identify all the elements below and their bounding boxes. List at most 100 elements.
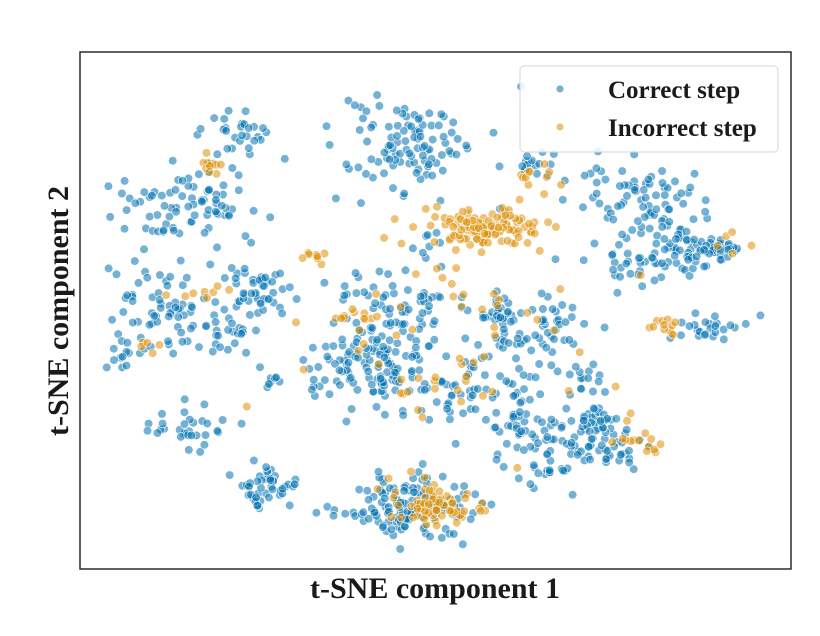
correct-step-point — [142, 273, 152, 283]
correct-step-point — [495, 371, 505, 381]
incorrect-step-point — [535, 246, 545, 256]
correct-step-point — [404, 148, 415, 158]
correct-step-point — [117, 188, 127, 199]
correct-step-point — [366, 122, 376, 132]
incorrect-step-point — [655, 439, 666, 449]
correct-step-point — [157, 409, 167, 419]
correct-step-point — [621, 259, 631, 269]
correct-step-point — [255, 362, 265, 372]
correct-step-point — [424, 341, 434, 351]
correct-step-point — [508, 391, 519, 401]
correct-step-point — [508, 412, 518, 422]
correct-step-point — [470, 404, 481, 414]
incorrect-step-point — [646, 434, 656, 444]
correct-step-point — [541, 343, 551, 353]
correct-step-point — [261, 462, 271, 472]
correct-step-point — [152, 428, 163, 438]
correct-step-point — [398, 319, 408, 329]
correct-step-point — [157, 191, 167, 201]
correct-step-point — [651, 204, 661, 214]
correct-step-point — [501, 376, 511, 386]
correct-step-point — [701, 195, 711, 205]
incorrect-step-point — [291, 317, 301, 328]
correct-step-point — [183, 202, 193, 212]
correct-step-point — [320, 375, 330, 385]
incorrect-step-point — [216, 160, 226, 170]
correct-step-point — [755, 310, 766, 321]
correct-step-point — [594, 198, 605, 209]
correct-step-point — [522, 151, 532, 161]
correct-step-point — [438, 166, 448, 176]
correct-step-point — [264, 294, 274, 304]
correct-step-point — [558, 465, 568, 476]
incorrect-step-point — [437, 511, 447, 521]
correct-step-point — [660, 190, 670, 200]
correct-step-point — [339, 290, 349, 301]
correct-step-point — [328, 511, 339, 521]
correct-step-point — [385, 304, 395, 314]
correct-step-point — [384, 154, 395, 164]
incorrect-step-point — [406, 467, 416, 477]
incorrect-step-point — [555, 284, 565, 294]
correct-step-point — [231, 273, 241, 283]
correct-step-point — [245, 310, 255, 320]
legend-box — [519, 65, 779, 153]
correct-step-point — [246, 238, 256, 248]
correct-step-point — [240, 264, 250, 274]
correct-step-point — [647, 253, 657, 263]
correct-step-point — [170, 302, 181, 312]
incorrect-step-point — [224, 285, 234, 295]
correct-step-point — [234, 185, 244, 195]
correct-step-point — [177, 191, 187, 201]
incorrect-step-point — [424, 499, 434, 509]
correct-step-point — [490, 422, 501, 433]
incorrect-step-point — [388, 493, 399, 503]
incorrect-step-point — [371, 289, 381, 299]
correct-step-point — [556, 423, 567, 433]
correct-step-point — [481, 415, 491, 425]
incorrect-step-point — [457, 302, 467, 312]
incorrect-step-point — [642, 446, 652, 456]
correct-step-point — [147, 191, 157, 201]
correct-step-point — [376, 374, 386, 384]
correct-step-point — [362, 136, 372, 147]
correct-step-point — [406, 121, 416, 131]
correct-step-point — [260, 272, 270, 283]
correct-step-point — [515, 407, 525, 417]
correct-step-point — [251, 325, 261, 336]
correct-step-point — [221, 126, 231, 136]
incorrect-step-point — [393, 500, 403, 511]
correct-step-point — [334, 365, 345, 375]
correct-step-point — [684, 321, 695, 331]
correct-step-point — [678, 199, 688, 209]
correct-step-point — [204, 185, 214, 195]
correct-step-point — [215, 342, 225, 352]
correct-step-point — [683, 255, 693, 265]
legend-marker-correct — [555, 84, 565, 94]
correct-step-point — [142, 426, 153, 436]
incorrect-step-point — [453, 385, 463, 395]
correct-step-point — [516, 426, 526, 436]
correct-step-point — [111, 269, 122, 279]
incorrect-step-point — [396, 512, 406, 523]
correct-step-point — [249, 136, 259, 146]
correct-step-point — [546, 415, 557, 425]
incorrect-step-point — [359, 339, 369, 349]
incorrect-step-point — [500, 210, 511, 220]
correct-step-point — [244, 123, 254, 133]
incorrect-step-point — [492, 213, 502, 223]
correct-step-point — [388, 183, 398, 193]
correct-step-point — [222, 144, 232, 154]
correct-step-point — [566, 438, 577, 448]
correct-step-point — [173, 312, 183, 322]
correct-step-point — [657, 222, 667, 232]
correct-step-point — [404, 304, 414, 315]
correct-step-point — [255, 299, 266, 309]
correct-step-point — [366, 154, 377, 164]
correct-step-point — [411, 342, 421, 353]
correct-step-point — [468, 390, 478, 400]
incorrect-step-point — [445, 506, 455, 516]
correct-step-point — [176, 256, 186, 266]
correct-step-point — [530, 330, 540, 340]
correct-step-point — [236, 329, 246, 339]
